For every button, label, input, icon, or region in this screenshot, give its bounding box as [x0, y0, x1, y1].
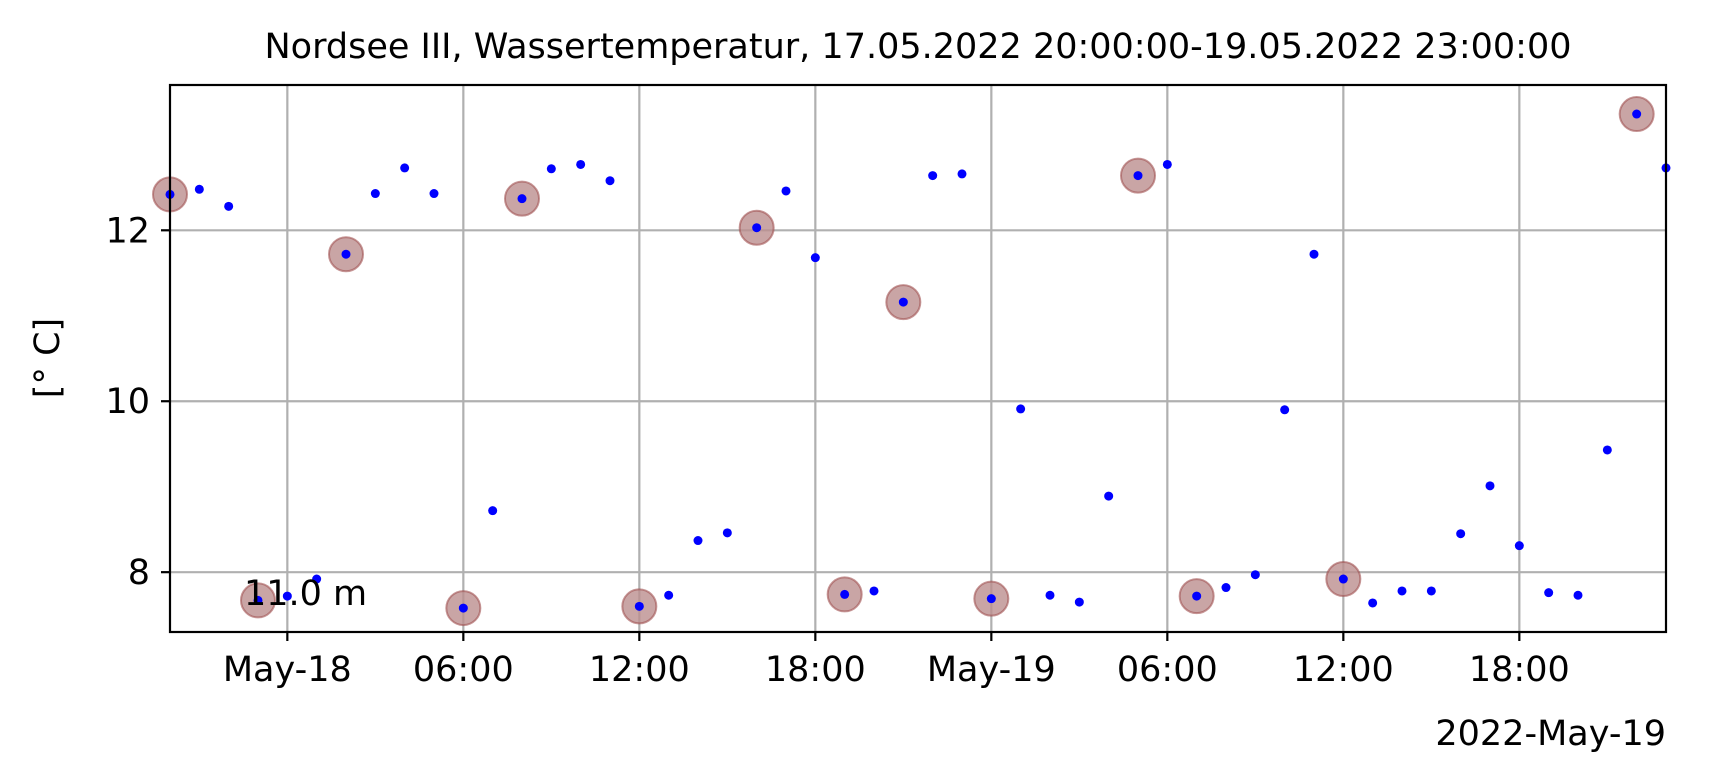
x-tick-label: May-19 [927, 650, 1056, 690]
data-point [546, 164, 556, 174]
data-point [253, 595, 263, 605]
data-point [576, 159, 586, 169]
x-tick-label: 06:00 [1117, 650, 1218, 690]
data-point [840, 589, 850, 599]
data-point [1280, 405, 1290, 415]
x-axis: May-18 06:00 12:00 18:00 May-19 06:00 12:00 18:… [223, 632, 1570, 690]
data-point [810, 253, 820, 263]
data-point [282, 591, 292, 601]
data-point [400, 163, 410, 173]
data-point [928, 171, 938, 181]
data-point [517, 194, 527, 204]
data-point [1485, 481, 1495, 491]
data-point [1544, 588, 1554, 598]
x-tick-label: 18:00 [765, 650, 866, 690]
data-point [1573, 590, 1583, 600]
data-point [1104, 491, 1114, 501]
y-axis-label: [° C] [28, 318, 68, 398]
x-tick-label: 18:00 [1469, 650, 1570, 690]
data-point [224, 201, 234, 211]
data-point [1602, 445, 1612, 455]
data-point [1397, 586, 1407, 596]
y-tick-label: 10 [105, 382, 150, 422]
data-point [1632, 109, 1642, 119]
data-point [1250, 570, 1260, 580]
data-point [605, 176, 615, 186]
y-axis: 8 10 12 [105, 211, 170, 593]
x-offset-label: 2022-May-19 [1435, 714, 1666, 754]
x-tick-label: May-18 [223, 650, 352, 690]
data-point [1192, 591, 1202, 601]
data-point [370, 189, 380, 199]
data-point [986, 594, 996, 604]
data-point [869, 586, 879, 596]
data-point [1426, 586, 1436, 596]
grid-lines [170, 85, 1666, 632]
data-point [752, 223, 762, 233]
data-point [1074, 597, 1084, 607]
data-point [1045, 590, 1055, 600]
plot-frame [168, 83, 1668, 634]
data-point [458, 603, 468, 613]
data-point [194, 184, 204, 194]
data-point [429, 189, 439, 199]
data-point [1309, 249, 1319, 259]
data-point [957, 169, 967, 179]
data-point [664, 590, 674, 600]
data-point [341, 249, 351, 259]
data-points [165, 109, 1671, 613]
data-point [898, 297, 908, 307]
x-tick-label: 12:00 [589, 650, 690, 690]
data-point [1514, 541, 1524, 551]
data-point [1162, 159, 1172, 169]
data-point [722, 528, 732, 538]
data-point [1338, 574, 1348, 584]
data-point [781, 186, 791, 196]
data-point [312, 574, 322, 584]
chart-title: Nordsee III, Wassertemperatur, 17.05.202… [265, 27, 1572, 67]
x-tick-label: 06:00 [413, 650, 514, 690]
y-tick-label: 8 [128, 553, 150, 593]
data-point [1133, 171, 1143, 181]
data-point [1368, 598, 1378, 608]
data-point [1221, 583, 1231, 593]
data-point [693, 536, 703, 546]
data-point [1456, 529, 1466, 539]
data-point [488, 506, 498, 516]
y-tick-label: 12 [105, 211, 150, 251]
data-point [634, 601, 644, 611]
depth-annotation: 11.0 m [244, 574, 367, 614]
x-tick-label: 12:00 [1293, 650, 1394, 690]
data-point [1016, 404, 1026, 414]
highlight-markers [152, 96, 1655, 627]
